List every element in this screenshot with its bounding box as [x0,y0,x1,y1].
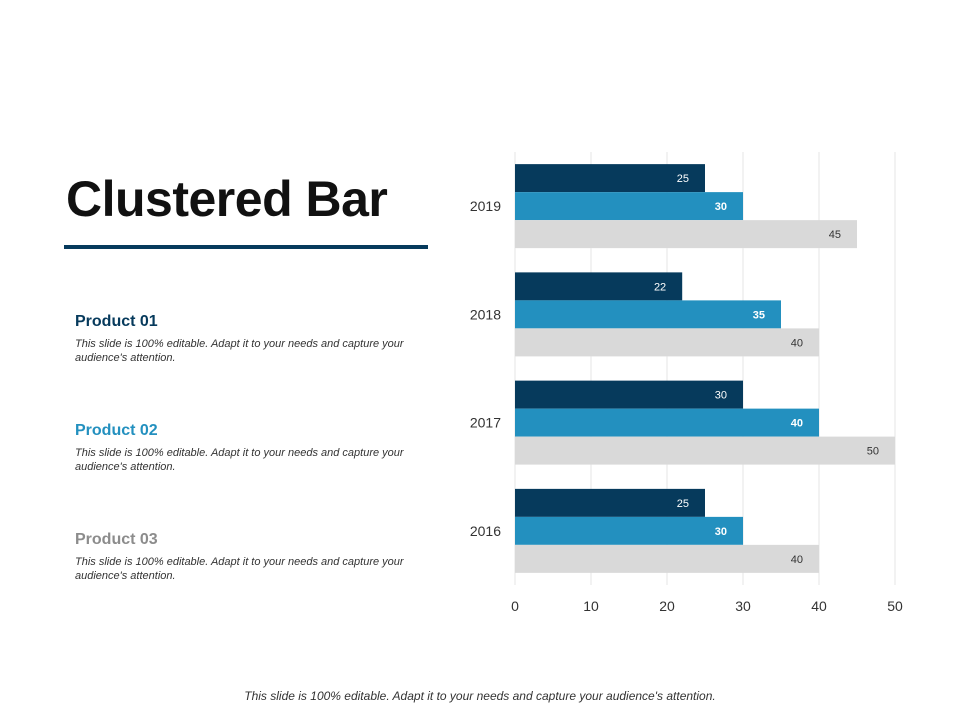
slide-title: Clustered Bar [66,171,388,227]
product-02-description: This slide is 100% editable. Adapt it to… [75,447,404,473]
bar-2016-series-1 [515,488,705,517]
data-label-2017-series-3: 50 [867,446,879,458]
category-label-2019: 2019 [470,198,501,214]
x-tick-label-10: 10 [583,598,599,614]
bar-2018-series-2 [515,300,781,329]
data-label-2016-series-2: 30 [715,526,727,538]
product-03-name: Product 03 [75,531,158,548]
bar-2017-series-2 [515,408,819,437]
data-label-2017-series-2: 40 [791,418,803,430]
product-03-block: Product 03 This slide is 100% editable. … [75,531,420,583]
bar-2018-series-3 [515,328,819,357]
data-label-2019-series-1: 25 [677,173,689,185]
product-01-name: Product 01 [75,313,158,330]
category-label-2016: 2016 [470,523,501,539]
bar-2019-series-2 [515,192,743,221]
data-label-2017-series-1: 30 [715,390,727,402]
x-tick-label-0: 0 [511,598,519,614]
x-tick-label-50: 50 [887,598,903,614]
product-03-description: This slide is 100% editable. Adapt it to… [75,556,404,582]
data-label-2019-series-2: 30 [715,201,727,213]
bar-2016-series-2 [515,516,743,545]
data-label-2018-series-1: 22 [654,281,666,293]
x-tick-label-20: 20 [659,598,675,614]
data-label-2019-series-3: 45 [829,229,841,241]
data-label-2018-series-2: 35 [753,309,765,321]
product-02-block: Product 02 This slide is 100% editable. … [75,422,420,474]
bar-2017-series-3 [515,436,895,465]
bar-2016-series-3 [515,544,819,573]
bar-2019-series-1 [515,164,705,193]
bar-2019-series-3 [515,220,857,249]
product-02-name: Product 02 [75,422,158,439]
data-label-2018-series-3: 40 [791,337,803,349]
data-label-2016-series-3: 40 [791,554,803,566]
category-label-2018: 2018 [470,306,501,322]
footer-note: This slide is 100% editable. Adapt it to… [244,689,716,703]
bar-2017-series-1 [515,380,743,409]
bar-2018-series-1 [515,272,683,301]
x-tick-label-40: 40 [811,598,827,614]
product-01-block: Product 01 This slide is 100% editable. … [75,313,420,365]
data-label-2016-series-1: 25 [677,498,689,510]
product-01-description: This slide is 100% editable. Adapt it to… [75,338,404,364]
x-tick-label-30: 30 [735,598,751,614]
title-underline [64,245,428,249]
category-label-2017: 2017 [470,415,501,431]
